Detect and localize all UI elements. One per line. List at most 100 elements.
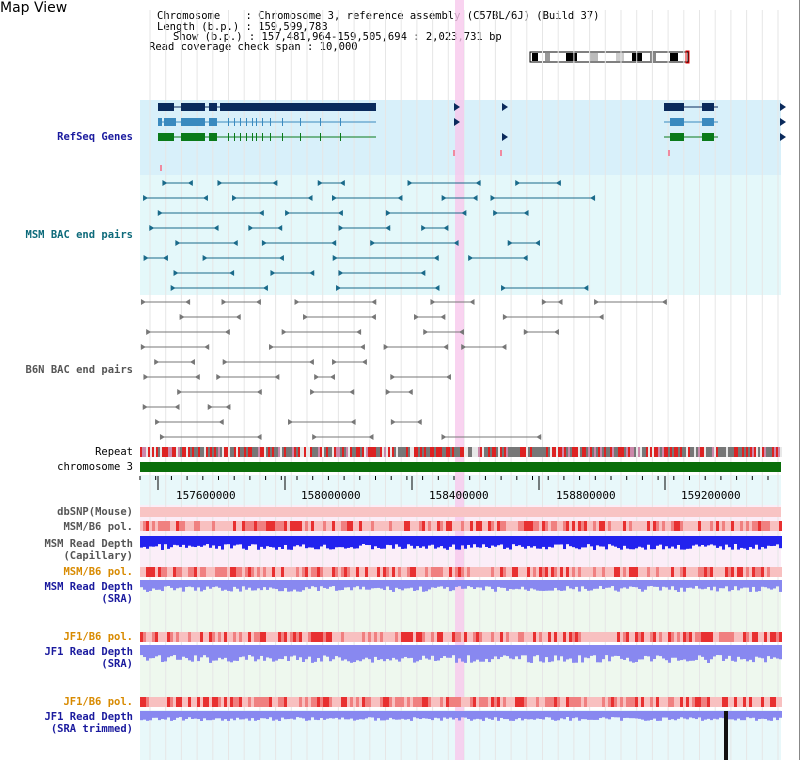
pol-segment — [221, 521, 224, 531]
pol-segment — [491, 567, 494, 577]
pol-segment — [359, 632, 362, 642]
pol-segment — [371, 697, 374, 707]
jf1-trim-depth-bar — [770, 711, 773, 721]
repeat-segment — [606, 447, 608, 457]
msm-bac-end — [338, 225, 344, 231]
msm-sra-depth-bar — [383, 580, 386, 591]
jf1-trim-depth-bar — [455, 711, 458, 718]
msm-sra-depth-bar — [521, 580, 524, 587]
repeat-segment — [710, 447, 712, 457]
pol-segment — [653, 697, 656, 707]
jf1-trim-depth-bar — [278, 711, 281, 721]
jf1-sra-depth-bar — [458, 645, 461, 659]
pol-segment — [260, 521, 263, 531]
pol-segment — [506, 632, 509, 642]
b6n-bac-end — [598, 314, 604, 320]
jf1-trim-depth-bar — [554, 711, 557, 721]
jf1-trim-depth-bar — [299, 711, 302, 718]
pol-segment — [473, 567, 476, 577]
pol-segment — [200, 521, 203, 531]
msm-capillary-depth-bar — [188, 536, 191, 546]
pol-segment — [209, 632, 212, 642]
msm-capillary-depth-bar — [236, 536, 239, 545]
msm-capillary-depth-bar — [443, 536, 446, 549]
pol-segment — [770, 567, 773, 577]
pol-segment — [695, 632, 698, 642]
pol-segment — [158, 697, 161, 707]
msm-sra-depth-bar — [245, 580, 248, 590]
pol-segment — [470, 567, 473, 577]
msm-capillary-depth-bar — [389, 536, 392, 546]
msm-capillary-depth-bar — [428, 536, 431, 546]
pol-segment — [398, 632, 401, 642]
msm-sra-depth-bar — [200, 580, 203, 592]
msm-sra-depth-bar — [248, 580, 251, 588]
msm-bac-end — [331, 240, 337, 246]
jf1-sra-depth-bar — [722, 645, 725, 661]
msm-capillary-depth-bar — [353, 536, 356, 549]
pol-segment — [455, 567, 458, 577]
pol-segment — [719, 632, 722, 642]
pol-segment — [344, 567, 347, 577]
jf1-sra-depth-bar — [473, 645, 476, 662]
pol-segment — [695, 697, 698, 707]
pol-segment — [266, 697, 269, 707]
jf1-sra-depth-bar — [755, 645, 758, 657]
gene-exon — [300, 133, 301, 141]
repeat-segment — [216, 447, 218, 457]
msm-sra-depth-bar — [191, 580, 194, 588]
msm-capillary-depth-bar — [365, 536, 368, 545]
pol-segment — [146, 567, 149, 577]
repeat-segment — [404, 447, 406, 457]
pol-segment — [179, 521, 182, 531]
pol-segment — [581, 632, 584, 642]
jf1-sra-depth-bar — [194, 645, 197, 656]
pol-segment — [680, 632, 683, 642]
repeat-segment — [276, 447, 278, 457]
jf1-sra-depth-bar — [173, 645, 176, 656]
msm-capillary-depth-bar — [218, 536, 221, 547]
repeat-segment — [612, 447, 614, 457]
repeat-segment — [452, 447, 454, 457]
repeat-segment — [530, 447, 532, 457]
jf1-sra-depth-bar — [629, 645, 632, 662]
msm-sra-depth-bar — [209, 580, 212, 589]
pol-segment — [284, 632, 287, 642]
jf1-trim-depth-bar — [275, 711, 278, 720]
jf1-pol-label: JF1/B6 pol. — [63, 631, 133, 643]
jf1-sra-depth-bar — [671, 645, 674, 658]
msm-capillary-depth-bar — [344, 536, 347, 549]
pol-segment — [473, 521, 476, 531]
pol-segment — [662, 567, 665, 577]
jf1-trim-depth-bar — [581, 711, 584, 720]
pol-segment — [707, 697, 710, 707]
pol-segment — [530, 697, 533, 707]
repeat-segment — [190, 447, 192, 457]
msm-capillary-depth-bar — [611, 536, 614, 546]
pol-segment — [710, 521, 713, 531]
b6n-bac-end — [557, 299, 563, 305]
msm-bac-end — [472, 195, 478, 201]
repeat-segment — [620, 447, 622, 457]
msm-sra-depth-bar — [620, 580, 623, 589]
jf1-sra-depth-bar — [335, 645, 338, 657]
pol-segment — [611, 567, 614, 577]
pol-segment — [332, 567, 335, 577]
msm-capillary-depth-bar — [464, 536, 467, 549]
msm-capillary-depth-bar — [245, 536, 248, 550]
msm-capillary-depth-bar — [455, 536, 458, 550]
pol-segment — [761, 632, 764, 642]
ideogram-band — [616, 53, 624, 61]
jf1-sra-depth-bar — [620, 645, 623, 659]
repeat-segment — [524, 447, 526, 457]
jf1-trim-depth-bar — [245, 711, 248, 719]
pol-segment — [656, 697, 659, 707]
msm-capillary-depth-bar — [548, 536, 551, 547]
pol-segment — [344, 632, 347, 642]
repeat-segment — [644, 447, 646, 457]
jf1-sra-depth-bar — [599, 645, 602, 663]
jf1-sra-depth-bar — [623, 645, 626, 660]
jf1-sra-depth-bar — [362, 645, 365, 660]
jf1-trim-depth-bar — [533, 711, 536, 720]
